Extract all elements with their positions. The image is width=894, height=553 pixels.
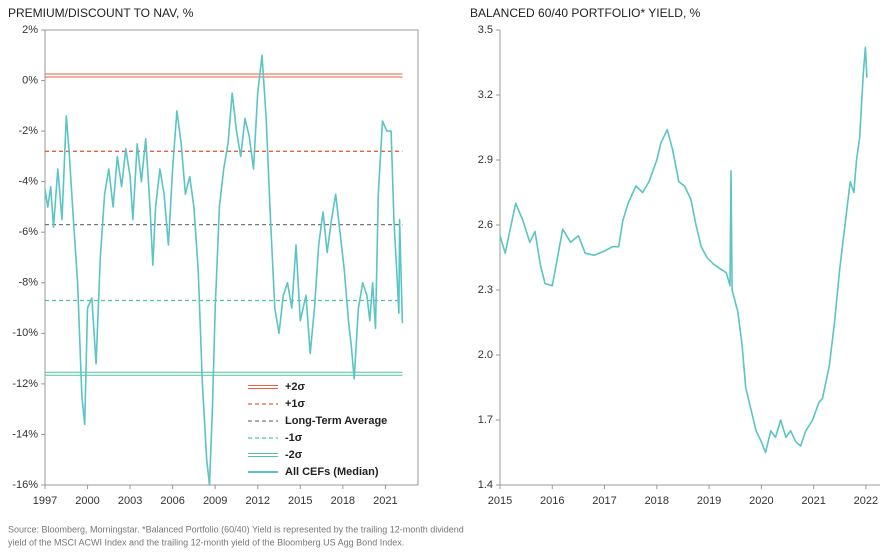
y-tick-label: 0% (22, 74, 38, 86)
chart-title: BALANCED 60/40 PORTFOLIO* YIELD, % (470, 6, 701, 20)
chart-title: PREMIUM/DISCOUNT TO NAV, % (8, 6, 194, 20)
y-tick-label: 2.0 (478, 349, 493, 361)
legend-label: +1σ (285, 398, 306, 410)
source-note: Source: Bloomberg, Morningstar. *Balance… (8, 524, 464, 534)
x-tick-label: 2020 (749, 495, 773, 507)
x-tick-label: 2019 (697, 495, 721, 507)
legend-label: -2σ (285, 449, 303, 461)
y-tick-label: -14% (12, 428, 38, 440)
legend-label: Long-Term Average (285, 415, 387, 427)
plot-frame (44, 29, 419, 486)
x-tick-label: 2018 (645, 495, 669, 507)
x-tick-label: 2021 (373, 495, 397, 507)
y-tick-label: -12% (12, 378, 38, 390)
y-tick-label: -16% (12, 479, 38, 491)
x-tick-label: 2016 (540, 495, 564, 507)
x-tick-label: 2006 (160, 495, 184, 507)
y-tick-label: -4% (18, 176, 38, 188)
series-line (44, 54, 404, 486)
y-tick-label: 2.3 (478, 284, 493, 296)
y-tick-label: 2.6 (478, 219, 493, 231)
y-tick-label: -6% (18, 226, 38, 238)
y-tick-label: 1.7 (478, 414, 493, 426)
y-tick-label: 3.5 (478, 24, 493, 36)
y-tick-label: 1.4 (478, 479, 493, 491)
y-tick-label: -10% (12, 327, 38, 339)
legend-label: -1σ (285, 432, 303, 444)
legend-label: +2σ (285, 381, 306, 393)
y-tick-label: -8% (18, 277, 38, 289)
legend-label: All CEFs (Median) (285, 466, 379, 478)
x-tick-label: 2022 (854, 495, 878, 507)
x-tick-label: 2021 (801, 495, 825, 507)
x-tick-label: 2015 (488, 495, 512, 507)
y-tick-label: -2% (18, 125, 38, 137)
x-tick-label: 1997 (33, 495, 57, 507)
x-tick-label: 2018 (331, 495, 355, 507)
x-tick-label: 2017 (592, 495, 616, 507)
y-tick-label: 2% (22, 24, 38, 36)
x-tick-label: 2015 (288, 495, 312, 507)
x-tick-label: 2012 (245, 495, 269, 507)
x-tick-label: 2003 (118, 495, 142, 507)
x-tick-label: 2009 (203, 495, 227, 507)
y-tick-label: 2.9 (478, 154, 493, 166)
y-tick-label: 3.2 (478, 89, 493, 101)
x-tick-label: 2000 (75, 495, 99, 507)
source-note: yield of the MSCI ACWI Index and the tra… (8, 537, 404, 547)
series-line (499, 46, 868, 454)
